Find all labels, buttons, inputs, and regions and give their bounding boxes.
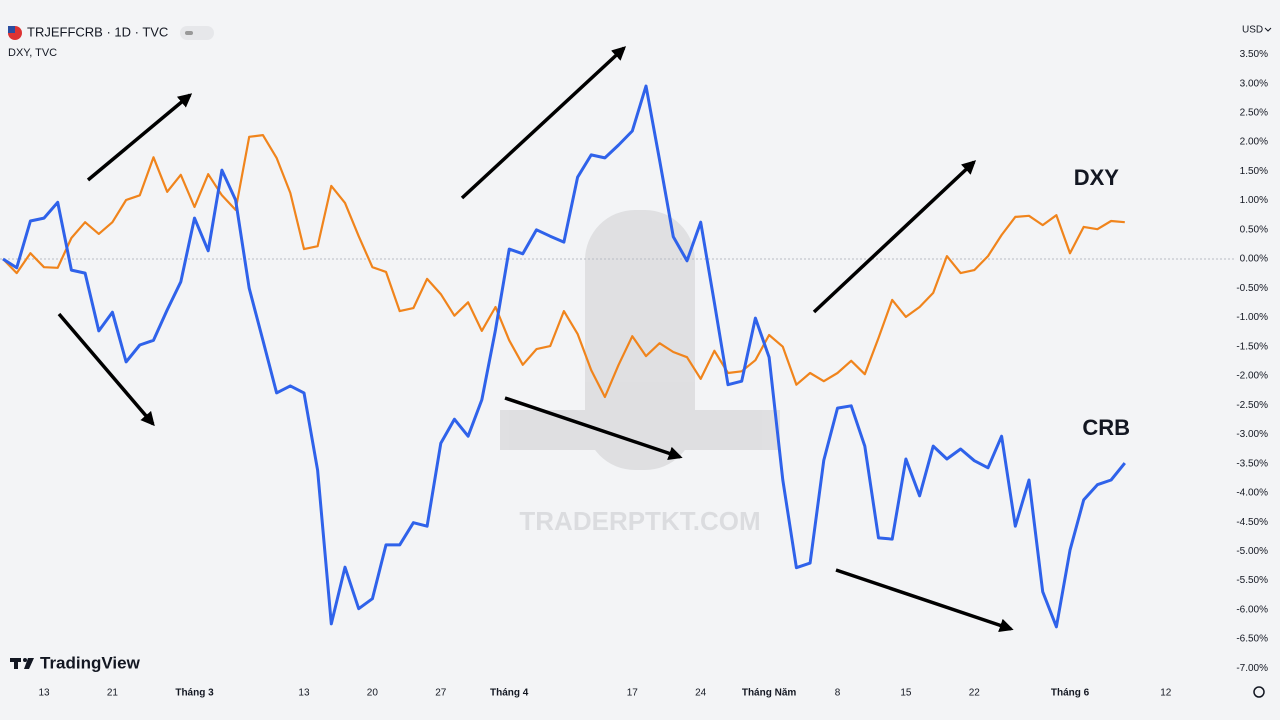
settings-icon[interactable] xyxy=(1253,686,1265,698)
x-tick-label: 8 xyxy=(835,688,841,699)
currency[interactable]: USD xyxy=(1242,25,1263,36)
x-tick-label: 27 xyxy=(435,688,447,699)
plot xyxy=(0,84,1236,629)
x-tick-label: 20 xyxy=(367,688,379,699)
x-tick-label: 22 xyxy=(969,688,981,699)
status-pill xyxy=(180,26,214,40)
y-tick-label: -5.00% xyxy=(1236,546,1268,557)
x-tick-label: Tháng 6 xyxy=(1051,688,1090,699)
y-tick-label: -2.00% xyxy=(1236,371,1268,382)
x-tick-label: 17 xyxy=(627,688,639,699)
y-tick-label: -1.50% xyxy=(1236,341,1268,352)
x-tick-label: Tháng 4 xyxy=(490,688,529,699)
y-tick-label: -3.50% xyxy=(1236,458,1268,469)
x-tick-label: 21 xyxy=(107,688,119,699)
x-tick-label: Tháng 3 xyxy=(175,688,214,699)
series-line xyxy=(2,84,1126,629)
watermark-text: TRADERPTKT.COM xyxy=(519,506,760,536)
series-label: DXY xyxy=(1074,165,1120,190)
y-tick-label: -7.00% xyxy=(1236,663,1268,674)
x-tick-label: 12 xyxy=(1160,688,1172,699)
y-tick-label: 3.00% xyxy=(1240,78,1268,89)
y-tick-label: -4.00% xyxy=(1236,488,1268,499)
x-tick-label: 15 xyxy=(900,688,912,699)
series-line xyxy=(2,134,1125,399)
logo-icon xyxy=(10,658,34,669)
currency-chevron[interactable] xyxy=(1264,27,1272,32)
y-tick-label: 3.50% xyxy=(1240,49,1268,60)
arrows xyxy=(57,46,1014,633)
y-tick-label: 2.50% xyxy=(1240,107,1268,118)
series-label: CRB xyxy=(1082,415,1130,440)
y-tick-label: -0.50% xyxy=(1236,283,1268,294)
y-tick-label: -2.50% xyxy=(1236,400,1268,411)
y-tick-label: 2.00% xyxy=(1240,137,1268,148)
y-tick-label: 0.00% xyxy=(1240,254,1268,265)
y-tick-label: -1.00% xyxy=(1236,312,1268,323)
y-tick-label: 0.50% xyxy=(1240,224,1268,235)
logo-text: TradingView xyxy=(40,653,141,672)
y-tick-label: 1.50% xyxy=(1240,166,1268,177)
x-tick-label: Tháng Năm xyxy=(742,688,797,699)
status-dot xyxy=(185,31,193,35)
y-tick-label: 1.00% xyxy=(1240,195,1268,206)
y-tick-label: -6.00% xyxy=(1236,604,1268,615)
x-tick-label: 13 xyxy=(38,688,50,699)
y-tick-label: -5.50% xyxy=(1236,575,1268,586)
x-tick-label: 24 xyxy=(695,688,707,699)
y-tick-label: -4.50% xyxy=(1236,517,1268,528)
chart-subtitle: DXY, TVC xyxy=(8,47,57,59)
y-tick-label: -6.50% xyxy=(1236,634,1268,645)
y-tick-label: -3.00% xyxy=(1236,429,1268,440)
flag-canton xyxy=(8,26,15,33)
chart-title: TRJEFFCRB · 1D · TVC xyxy=(27,24,168,39)
x-tick-label: 13 xyxy=(298,688,310,699)
